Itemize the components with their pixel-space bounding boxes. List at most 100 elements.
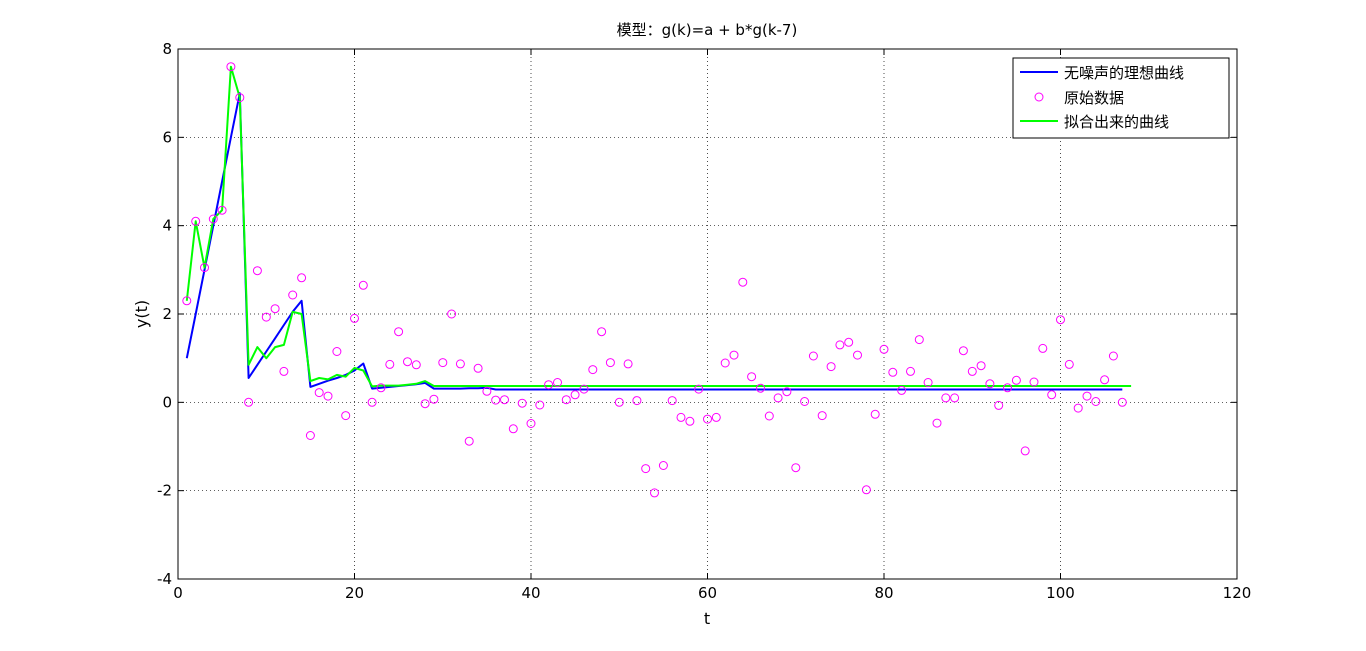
data-point <box>1082 391 1092 401</box>
data-point <box>279 366 289 376</box>
data-point <box>614 397 624 407</box>
data-point <box>579 384 589 394</box>
data-point <box>844 337 854 347</box>
data-point <box>914 335 924 345</box>
chart-title: 模型：g(k)=a + b*g(k-7) <box>617 21 798 39</box>
data-point <box>747 372 757 382</box>
data-point <box>588 365 598 375</box>
data-point <box>561 395 571 405</box>
data-point <box>500 395 509 405</box>
data-point <box>870 409 880 419</box>
data-point <box>305 431 315 440</box>
y-tick-label: -4 <box>157 570 172 588</box>
data-point <box>808 351 818 361</box>
data-point <box>491 395 501 405</box>
legend-label-ideal-curve: 无噪声的理想曲线 <box>1064 64 1184 82</box>
data-point <box>200 263 209 273</box>
legend-label-fitted-curve: 拟合出来的曲线 <box>1064 113 1169 131</box>
x-tick-label: 60 <box>698 584 717 602</box>
x-tick-label: 0 <box>173 584 183 602</box>
data-point <box>403 357 412 367</box>
data-point <box>958 346 968 356</box>
data-point <box>861 485 871 495</box>
data-point <box>711 412 721 422</box>
data-point <box>244 397 254 407</box>
data-point <box>650 488 659 498</box>
data-point <box>632 396 642 406</box>
y-tick-label: 4 <box>162 217 172 235</box>
data-point <box>544 380 554 390</box>
data-point <box>288 290 298 300</box>
data-point <box>297 273 307 283</box>
y-tick-label: -2 <box>157 482 172 500</box>
data-point <box>526 419 536 428</box>
data-point <box>782 387 792 397</box>
legend: 无噪声的理想曲线 原始数据 拟合出来的曲线 <box>1012 57 1230 139</box>
data-point <box>553 378 562 387</box>
series-line-fitted-curve <box>185 65 1132 388</box>
data-point <box>923 378 933 387</box>
x-axis-label: t <box>704 609 710 628</box>
data-point <box>950 393 960 403</box>
data-point <box>411 360 421 370</box>
data-point <box>341 411 351 421</box>
data-point <box>976 361 986 371</box>
axis-ticks: 0 20 40 60 80 100 120 -4 -2 0 2 4 6 8 <box>157 40 1251 602</box>
grid <box>178 49 1237 579</box>
data-point <box>1108 351 1118 361</box>
x-tick-label: 80 <box>874 584 893 602</box>
data-point <box>420 399 430 409</box>
data-point <box>791 463 801 473</box>
x-tick-label: 120 <box>1223 584 1252 602</box>
data-point <box>270 304 280 314</box>
data-point <box>764 411 774 421</box>
series-fitted-curve <box>185 65 1132 388</box>
data-point <box>1073 403 1083 413</box>
data-point <box>641 464 651 474</box>
data-point <box>703 414 712 424</box>
data-point <box>182 296 192 306</box>
y-axis-label: y(t) <box>132 300 151 328</box>
data-point <box>350 313 359 323</box>
x-tick-label: 20 <box>345 584 364 602</box>
legend-label-raw-data: 原始数据 <box>1064 89 1124 107</box>
data-point <box>455 359 465 369</box>
data-point <box>826 362 836 372</box>
y-tick-label: 2 <box>162 305 172 323</box>
data-point <box>932 418 942 428</box>
data-point <box>623 359 633 369</box>
data-point <box>367 397 377 407</box>
data-point <box>985 379 995 389</box>
data-point <box>1029 377 1039 387</box>
data-point <box>1117 397 1127 407</box>
data-point <box>429 394 439 404</box>
data-point <box>879 344 889 354</box>
data-point <box>438 358 448 368</box>
data-point <box>773 393 783 403</box>
data-point <box>535 400 545 410</box>
x-tick-label: 40 <box>521 584 540 602</box>
data-point <box>464 436 474 446</box>
data-point <box>817 411 827 421</box>
data-point <box>800 397 810 406</box>
data-point <box>473 363 483 373</box>
data-point <box>1003 383 1012 393</box>
data-point <box>853 350 862 360</box>
data-point <box>835 340 845 350</box>
data-point <box>1100 375 1110 385</box>
data-point <box>252 266 262 276</box>
data-point <box>323 391 333 401</box>
data-point <box>394 327 404 337</box>
data-point <box>967 366 977 376</box>
data-point <box>376 383 386 393</box>
data-point <box>1011 375 1021 385</box>
data-point <box>720 358 730 368</box>
data-point <box>358 280 368 290</box>
data-point <box>906 366 915 376</box>
data-point <box>226 62 236 72</box>
x-tick-label: 100 <box>1046 584 1075 602</box>
data-point <box>676 412 686 422</box>
data-point <box>235 93 245 103</box>
data-point <box>658 461 668 470</box>
